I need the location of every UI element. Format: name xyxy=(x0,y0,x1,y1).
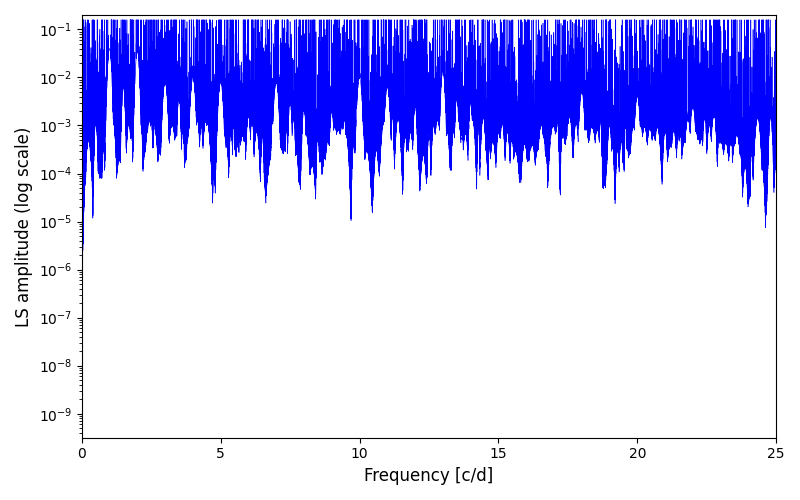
Y-axis label: LS amplitude (log scale): LS amplitude (log scale) xyxy=(15,126,33,326)
X-axis label: Frequency [c/d]: Frequency [c/d] xyxy=(364,467,494,485)
